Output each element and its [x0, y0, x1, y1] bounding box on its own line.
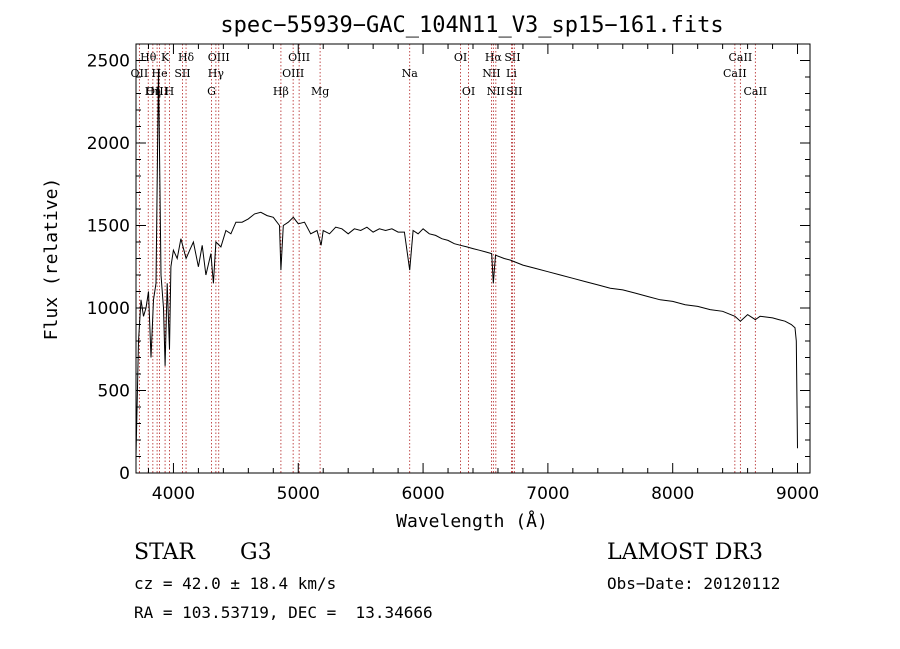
marker-label-13: OIII: [288, 51, 310, 64]
marker-label-25: CaII: [729, 51, 753, 64]
marker-label-4: K: [161, 51, 170, 64]
marker-label-1: OII: [131, 67, 149, 80]
coordinates: RA = 103.53719, DEC = 13.34666: [134, 603, 433, 622]
marker-label-5: He: [152, 67, 168, 80]
marker-label-8: Hδ: [178, 51, 195, 64]
marker-label-2: OIII: [146, 85, 168, 98]
x-tick-label-5: 9000: [776, 484, 819, 504]
x-tick-label-3: 7000: [526, 484, 569, 504]
marker-label-16: Na: [402, 67, 419, 80]
y-tick-label-5: 2500: [87, 52, 130, 72]
y-tick-label-2: 1000: [87, 299, 130, 319]
marker-label-26: CaII: [723, 67, 747, 80]
marker-label-14: OIII: [282, 67, 304, 80]
y-tick-label-0: 0: [119, 464, 130, 484]
marker-label-15: Mg: [311, 85, 329, 98]
marker-label-10: Hγ: [208, 67, 225, 80]
y-tick-label-1: 500: [98, 382, 130, 402]
x-tick-label-2: 6000: [401, 484, 444, 504]
marker-label-27: CaII: [743, 85, 767, 98]
marker-label-7: SII: [174, 67, 190, 80]
marker-label-19: Hα: [485, 51, 503, 64]
plot-frame: [135, 43, 811, 474]
x-tick-label-0: 4000: [152, 484, 195, 504]
marker-label-23: Li: [506, 67, 517, 80]
marker-label-24: SII: [506, 85, 522, 98]
marker-label-3: Hη: [145, 85, 161, 98]
marker-label-21: NII: [487, 85, 505, 98]
chart-title: spec−55939−GAC_104N11_V3_sp15−161.fits: [220, 13, 723, 38]
marker-label-11: G: [207, 85, 216, 98]
x-axis-label: Wavelength (Å): [396, 510, 548, 532]
marker-label-22: SII: [504, 51, 520, 64]
marker-label-17: OI: [454, 51, 467, 64]
y-tick-label-3: 1500: [87, 217, 130, 237]
spectrum-series-line: [135, 68, 798, 457]
x-tick-label-1: 5000: [277, 484, 320, 504]
survey-name: LAMOST DR3: [607, 540, 763, 565]
object-subclass: G3: [240, 540, 272, 565]
marker-label-20: NII: [482, 67, 500, 80]
obs-date: Obs−Date: 20120112: [607, 574, 781, 593]
marker-label-12: Hβ: [273, 85, 289, 98]
marker-label-0: Hθ: [140, 51, 157, 64]
object-class: STAR: [134, 540, 195, 565]
x-tick-label-4: 8000: [651, 484, 694, 504]
axes: 4000 5000 6000 7000 8000 9000 0 500 1000 1500 2000…: [87, 43, 819, 504]
y-tick-label-4: 2000: [87, 134, 130, 154]
marker-label-18: OI: [462, 85, 475, 98]
marker-label-9: OIII: [208, 51, 230, 64]
redshift-cz: cz = 42.0 ± 18.4 km/s: [134, 574, 337, 593]
marker-label-6: H: [165, 85, 175, 98]
y-axis-label: Flux (relative): [41, 178, 62, 341]
